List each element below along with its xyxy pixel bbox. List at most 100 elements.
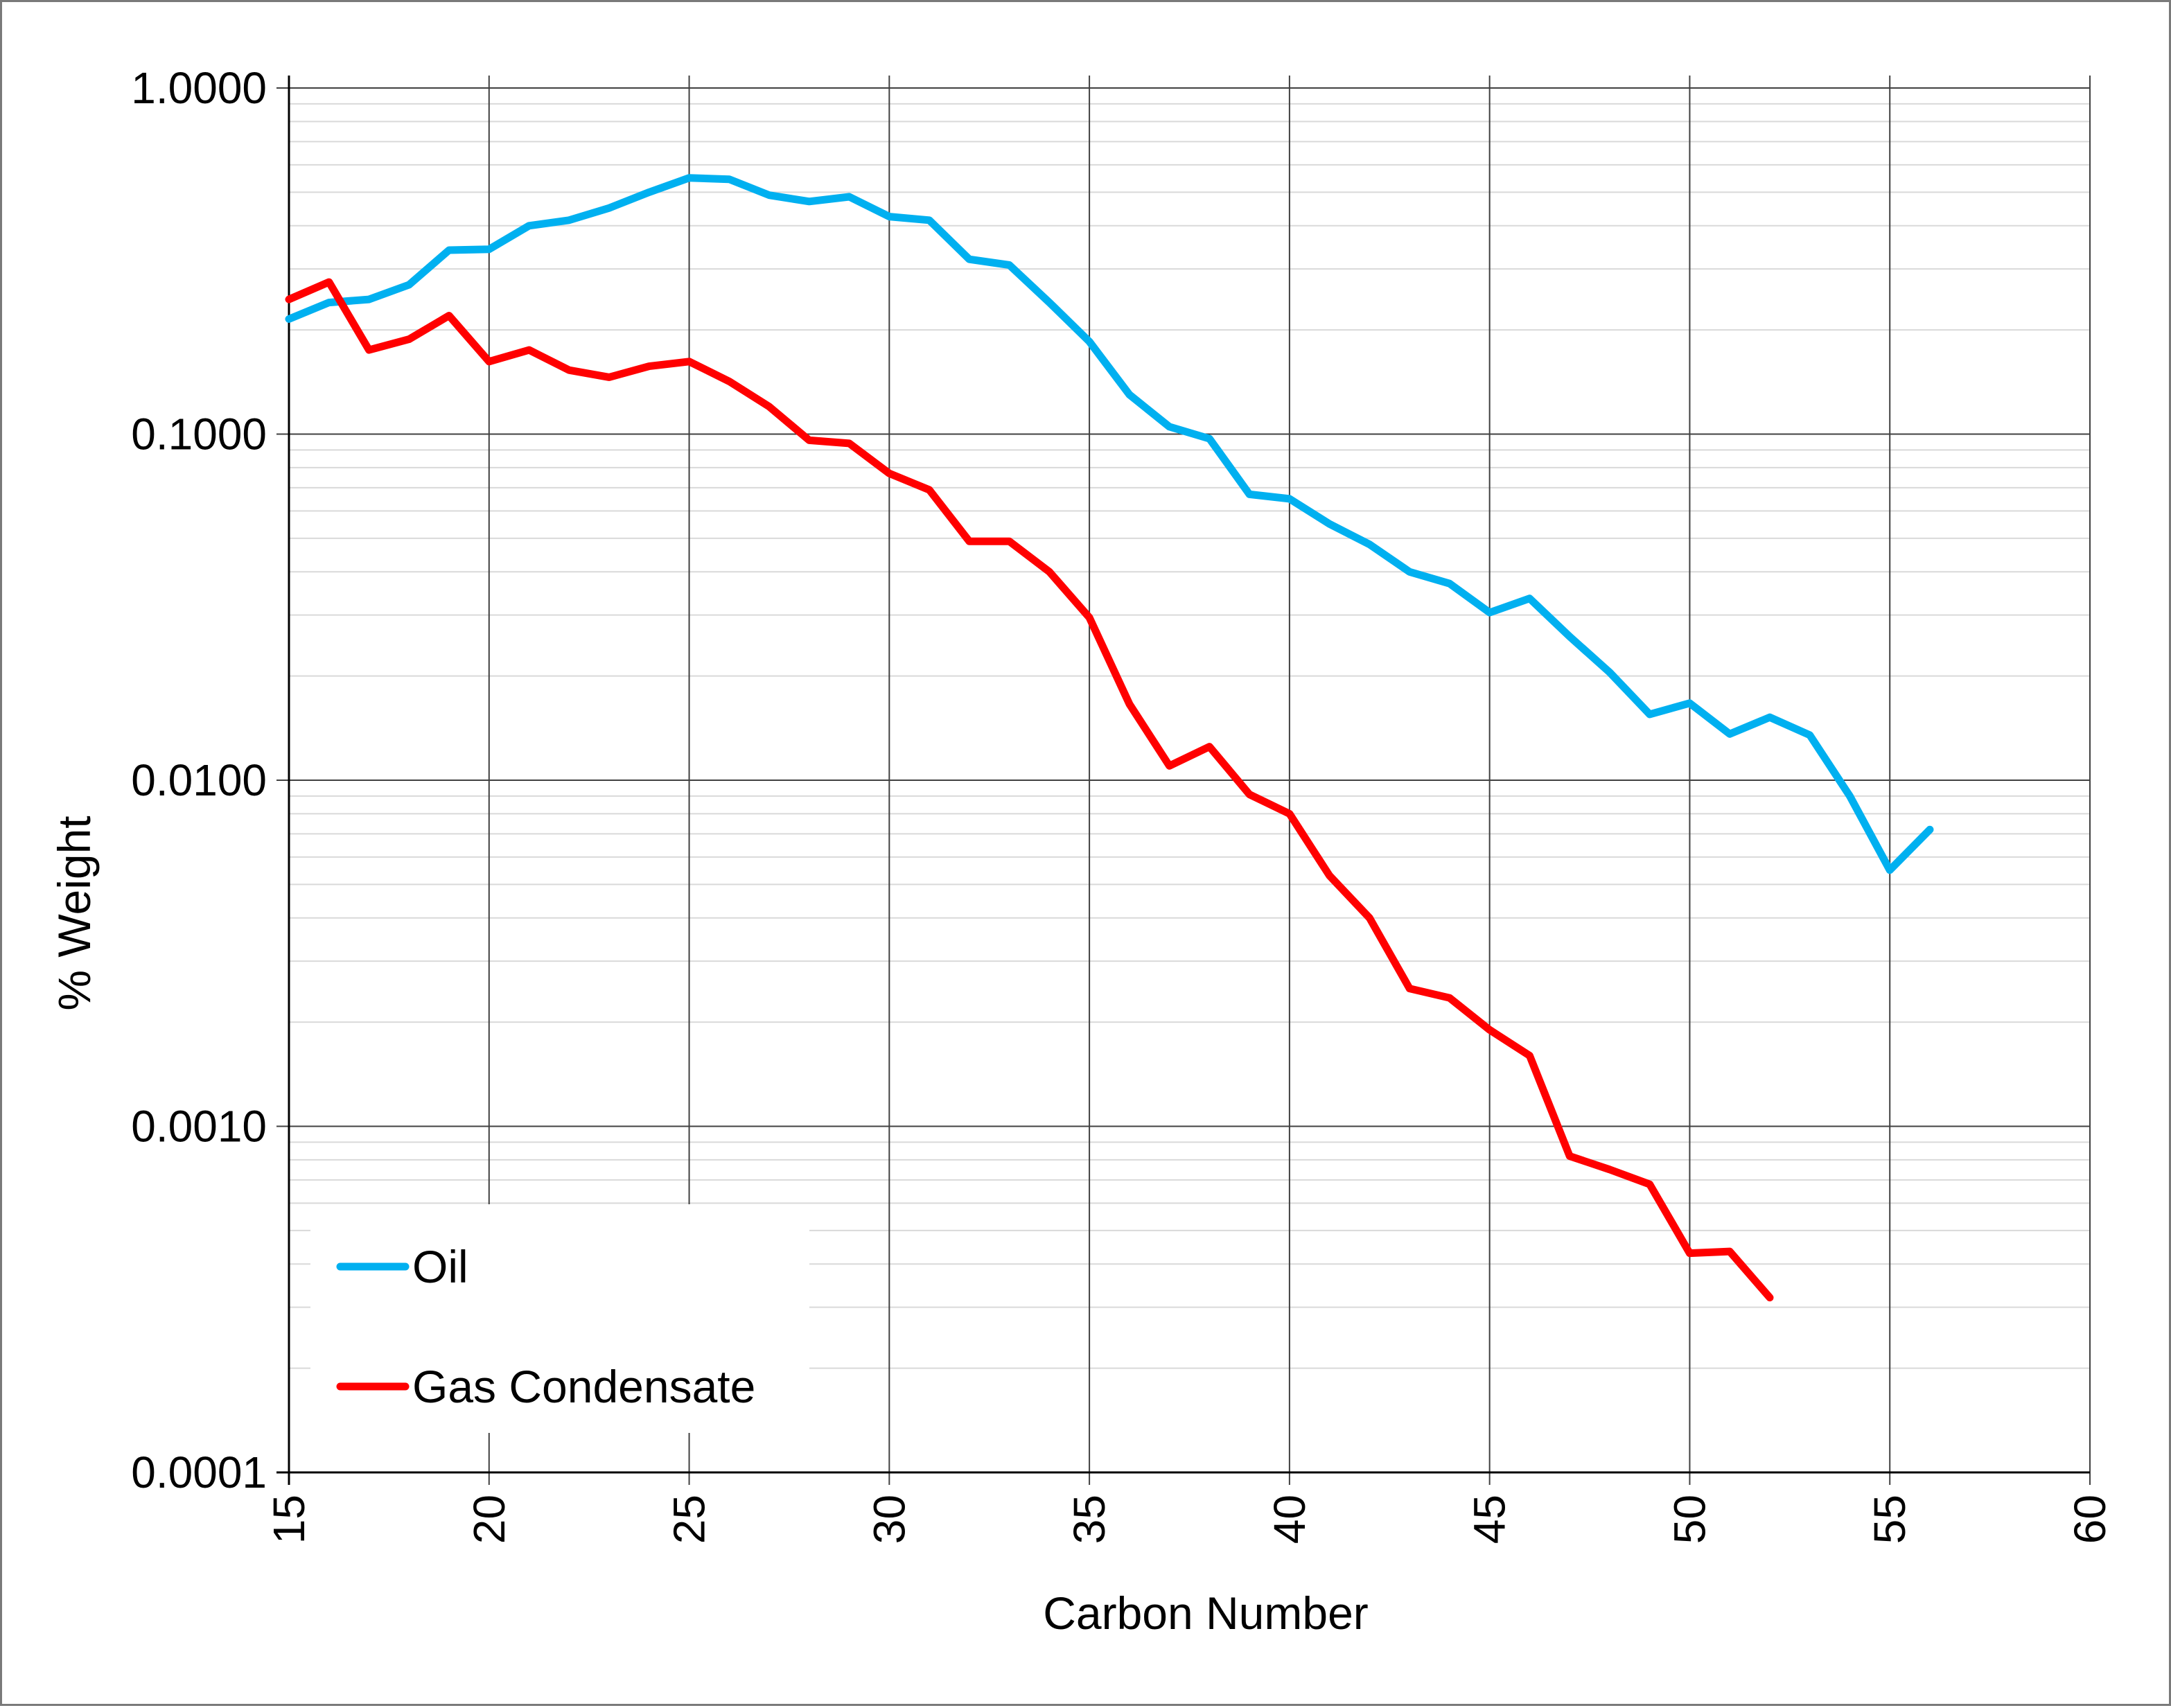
data-point-oil bbox=[1566, 633, 1574, 640]
data-point-gas-condensate bbox=[726, 378, 733, 385]
y-tick-label: 0.0100 bbox=[131, 755, 267, 805]
data-point-gas-condensate bbox=[1366, 914, 1373, 922]
data-point-gas-condensate bbox=[685, 358, 693, 365]
data-point-gas-condensate bbox=[1526, 1052, 1533, 1059]
data-point-oil bbox=[645, 188, 653, 196]
data-point-oil bbox=[1406, 568, 1414, 576]
x-tick-label: 35 bbox=[1064, 1495, 1114, 1544]
data-point-gas-condensate bbox=[1285, 810, 1293, 818]
series-line-gas-condensate bbox=[285, 278, 1774, 1302]
data-point-oil bbox=[845, 193, 853, 200]
x-tick-label: 45 bbox=[1465, 1495, 1515, 1544]
data-point-oil bbox=[766, 191, 773, 199]
data-point-oil bbox=[1445, 580, 1453, 588]
data-point-oil bbox=[446, 247, 453, 254]
data-point-oil bbox=[1366, 540, 1373, 548]
data-point-gas-condensate bbox=[805, 437, 813, 444]
data-point-oil bbox=[565, 216, 573, 224]
y-tick-label: 0.1000 bbox=[131, 410, 267, 459]
data-point-oil bbox=[1686, 699, 1694, 707]
x-tick-label: 50 bbox=[1664, 1495, 1714, 1544]
data-point-oil bbox=[1486, 609, 1493, 617]
data-point-oil bbox=[285, 315, 292, 323]
x-axis-label: Carbon Number bbox=[1043, 1587, 1369, 1639]
data-point-oil bbox=[965, 256, 973, 263]
y-tick-label: 0.0010 bbox=[131, 1102, 267, 1152]
data-point-oil bbox=[886, 213, 893, 220]
series-line-oil bbox=[285, 174, 1934, 874]
data-point-gas-condensate bbox=[1246, 791, 1254, 798]
data-point-gas-condensate bbox=[446, 312, 453, 319]
legend: Oil Gas Condensate bbox=[310, 1204, 809, 1433]
data-point-oil bbox=[1206, 435, 1213, 443]
legend-label-oil: Oil bbox=[412, 1241, 468, 1292]
data-point-gas-condensate bbox=[1486, 1026, 1493, 1034]
data-point-oil bbox=[926, 216, 933, 224]
data-point-gas-condensate bbox=[485, 358, 493, 365]
series-layer bbox=[285, 174, 1934, 1302]
minor-gridlines bbox=[289, 103, 2090, 1369]
data-point-oil bbox=[805, 197, 813, 205]
data-point-oil bbox=[685, 174, 693, 182]
data-point-oil bbox=[1086, 338, 1093, 346]
data-point-oil bbox=[1646, 710, 1653, 718]
data-point-gas-condensate bbox=[1445, 994, 1453, 1002]
data-point-oil bbox=[1846, 792, 1854, 800]
data-point-gas-condensate bbox=[965, 538, 973, 545]
x-tick-label: 20 bbox=[464, 1495, 514, 1544]
data-point-oil bbox=[606, 204, 613, 212]
x-tick-label: 30 bbox=[864, 1495, 914, 1544]
data-point-gas-condensate bbox=[926, 486, 933, 493]
data-point-oil bbox=[325, 299, 333, 306]
data-point-oil bbox=[485, 245, 493, 253]
y-tick-label: 0.0001 bbox=[131, 1447, 267, 1497]
data-point-oil bbox=[1285, 495, 1293, 502]
data-point-gas-condensate bbox=[1606, 1165, 1613, 1173]
data-point-gas-condensate bbox=[1166, 762, 1173, 770]
data-point-oil bbox=[1046, 299, 1053, 306]
data-point-gas-condensate bbox=[1766, 1294, 1773, 1301]
data-point-oil bbox=[1886, 866, 1894, 874]
data-point-oil bbox=[365, 296, 373, 303]
data-point-gas-condensate bbox=[1206, 743, 1213, 750]
y-tick-labels: 0.0001 0.0010 0.0100 0.1000 1.0000 bbox=[131, 63, 267, 1497]
data-point-gas-condensate bbox=[886, 470, 893, 477]
data-point-gas-condensate bbox=[1046, 568, 1053, 576]
data-point-gas-condensate bbox=[766, 403, 773, 410]
data-point-oil bbox=[525, 222, 533, 229]
data-point-gas-condensate bbox=[565, 367, 573, 374]
legend-label-gas-condensate: Gas Condensate bbox=[412, 1361, 755, 1412]
data-point-gas-condensate bbox=[1406, 985, 1414, 992]
data-point-oil bbox=[1125, 391, 1133, 398]
data-point-gas-condensate bbox=[1726, 1248, 1734, 1256]
data-point-gas-condensate bbox=[1646, 1181, 1653, 1188]
legend-background bbox=[310, 1204, 809, 1433]
data-point-oil bbox=[405, 281, 413, 289]
data-point-gas-condensate bbox=[325, 279, 333, 286]
data-point-oil bbox=[1326, 520, 1333, 528]
plot-frame bbox=[276, 76, 2090, 1485]
x-tick-label: 15 bbox=[264, 1495, 314, 1544]
data-point-gas-condensate bbox=[1125, 701, 1133, 708]
data-point-gas-condensate bbox=[405, 335, 413, 343]
data-point-gas-condensate bbox=[845, 439, 853, 447]
data-point-oil bbox=[1926, 826, 1933, 834]
data-point-gas-condensate bbox=[285, 296, 292, 303]
y-axis-label: % Weight bbox=[49, 816, 100, 1010]
x-tick-label: 40 bbox=[1265, 1495, 1315, 1544]
data-point-oil bbox=[726, 175, 733, 183]
data-point-oil bbox=[1806, 731, 1813, 739]
data-point-oil bbox=[1005, 261, 1013, 269]
data-point-gas-condensate bbox=[1005, 538, 1013, 545]
data-point-gas-condensate bbox=[1086, 614, 1093, 622]
data-point-gas-condensate bbox=[645, 362, 653, 370]
x-tick-labels: 15 20 25 30 35 40 45 50 55 60 bbox=[264, 1495, 2115, 1544]
x-tick-label: 60 bbox=[2065, 1495, 2115, 1544]
data-point-gas-condensate bbox=[1566, 1152, 1574, 1160]
data-point-gas-condensate bbox=[1686, 1249, 1694, 1257]
data-point-oil bbox=[1246, 491, 1254, 498]
x-tick-label: 25 bbox=[665, 1495, 714, 1544]
data-point-oil bbox=[1726, 730, 1734, 738]
